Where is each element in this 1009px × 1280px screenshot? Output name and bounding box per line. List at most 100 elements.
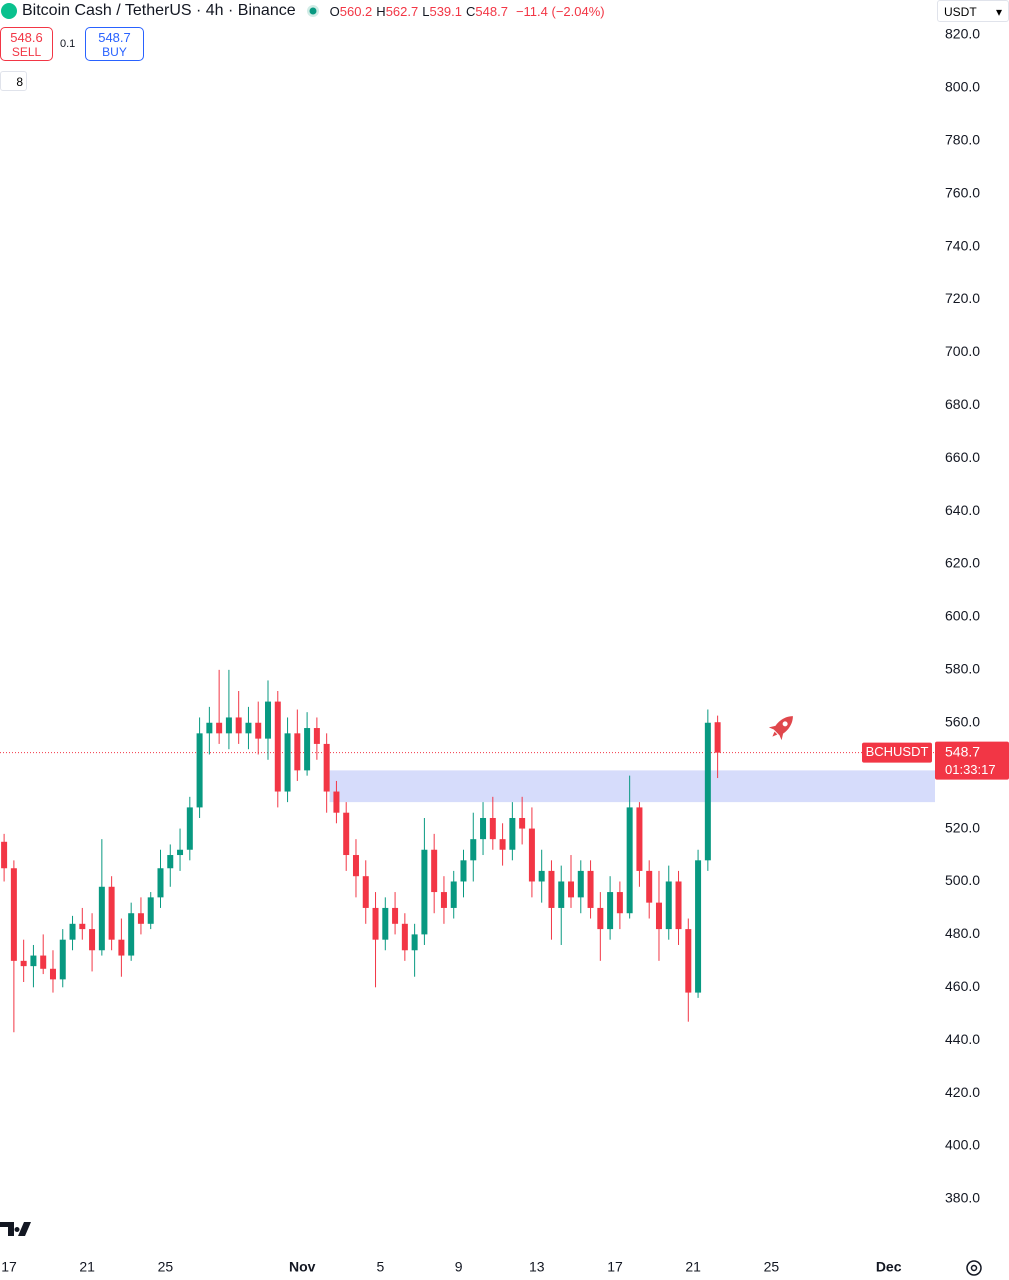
header: Bitcoin Cash / TetherUS · 4h · Binance O… bbox=[0, 0, 605, 22]
candle-body bbox=[704, 722, 711, 861]
candle-body bbox=[284, 733, 291, 792]
y-tick-label: 660.0 bbox=[945, 449, 980, 465]
candle-body bbox=[626, 807, 633, 914]
candle-body bbox=[411, 934, 418, 951]
candle-body bbox=[431, 849, 438, 893]
candle-body bbox=[108, 886, 115, 940]
rocket-body bbox=[773, 716, 793, 736]
ohlc-value: 562.7 bbox=[385, 3, 419, 19]
y-tick-label: 680.0 bbox=[945, 396, 980, 412]
y-tick-label: 820.0 bbox=[945, 26, 980, 42]
candle-body bbox=[470, 839, 477, 861]
candle-body bbox=[714, 722, 721, 753]
x-tick-label: 17 bbox=[607, 1259, 623, 1275]
candle-body bbox=[421, 849, 428, 935]
candle-body bbox=[538, 870, 545, 882]
candle-body bbox=[177, 849, 184, 856]
candle-body bbox=[196, 733, 203, 808]
y-tick-label: 500.0 bbox=[945, 872, 980, 888]
candle-body bbox=[480, 817, 487, 840]
candle-body bbox=[225, 717, 232, 734]
candle-body bbox=[362, 876, 369, 908]
x-tick-label: 21 bbox=[79, 1259, 95, 1275]
ohlc-value: 560.2 bbox=[339, 3, 373, 19]
candle-body bbox=[528, 828, 535, 882]
indicator-toggle[interactable]: 8 bbox=[0, 71, 27, 91]
status-dot bbox=[306, 5, 319, 17]
candle-body bbox=[69, 923, 76, 940]
y-tick-label: 640.0 bbox=[945, 502, 980, 518]
candle-body bbox=[499, 839, 506, 850]
candle-body bbox=[401, 923, 408, 951]
candle-body bbox=[10, 868, 17, 961]
candle-body bbox=[128, 913, 135, 956]
candle-body bbox=[1, 841, 8, 869]
x-tick-label: 25 bbox=[764, 1259, 780, 1275]
rocket-window bbox=[782, 721, 788, 727]
buy-price: 548.7 bbox=[98, 30, 131, 45]
candle-body bbox=[675, 881, 682, 930]
candle-body bbox=[489, 817, 496, 840]
candle-body bbox=[695, 860, 702, 993]
zone bbox=[329, 770, 935, 803]
ohlc-label: L bbox=[422, 3, 430, 19]
candle-body bbox=[137, 913, 144, 924]
candle-body bbox=[343, 812, 350, 856]
y-tick-label: 720.0 bbox=[945, 290, 980, 306]
y-tick-label: 380.0 bbox=[945, 1190, 980, 1206]
candle-body bbox=[636, 807, 643, 871]
candle-body bbox=[206, 722, 213, 734]
candle-body bbox=[216, 722, 223, 734]
candle-body bbox=[167, 855, 174, 869]
y-tick-label: 620.0 bbox=[945, 555, 980, 571]
change: −11.4 (−2.04%) bbox=[515, 3, 605, 19]
settings-icon-center bbox=[970, 1264, 978, 1272]
candle-body bbox=[40, 955, 47, 969]
y-tick-label: 740.0 bbox=[945, 237, 980, 253]
sell-label: SELL bbox=[11, 45, 42, 59]
y-tick-label: 560.0 bbox=[945, 713, 980, 729]
y-tick-label: 800.0 bbox=[945, 79, 980, 95]
candle-body bbox=[294, 733, 301, 771]
sell-price: 548.6 bbox=[10, 30, 43, 45]
x-tick-label: 21 bbox=[685, 1259, 701, 1275]
candle-body bbox=[255, 722, 262, 739]
coin-icon bbox=[1, 3, 17, 19]
buy-label: BUY bbox=[102, 45, 127, 59]
x-tick-label: 9 bbox=[455, 1259, 463, 1275]
ohlc-label: C bbox=[466, 3, 476, 19]
candle-body bbox=[186, 807, 193, 850]
x-tick-label: 5 bbox=[377, 1259, 385, 1275]
settings-icon bbox=[966, 1260, 982, 1276]
candle-body bbox=[30, 955, 37, 967]
x-tick-label: Nov bbox=[289, 1259, 316, 1275]
candle-body bbox=[98, 886, 105, 951]
rocket-icon bbox=[768, 716, 793, 741]
x-tick-label: 17 bbox=[1, 1259, 17, 1275]
candle-body bbox=[20, 960, 27, 967]
candle-body bbox=[323, 743, 330, 792]
sell-button[interactable]: 548.6 SELL bbox=[0, 27, 53, 61]
candle-body bbox=[607, 892, 614, 930]
candle-body bbox=[597, 907, 604, 930]
buy-button[interactable]: 548.7 BUY bbox=[85, 27, 144, 61]
countdown-label: 01:33:17 bbox=[945, 762, 996, 777]
candle-body bbox=[313, 728, 320, 744]
y-tick-label: 520.0 bbox=[945, 819, 980, 835]
candle-body bbox=[235, 717, 242, 734]
symbol-tag bbox=[862, 742, 932, 763]
y-tick-label: 400.0 bbox=[945, 1137, 980, 1153]
currency-select[interactable]: USDT ▾ bbox=[937, 0, 1009, 22]
candle-body bbox=[59, 939, 66, 980]
price-tag bbox=[935, 741, 1009, 780]
x-tick-label: Dec bbox=[876, 1259, 902, 1275]
candle-body bbox=[372, 907, 379, 940]
candle-body bbox=[616, 892, 623, 914]
candle-body bbox=[568, 881, 575, 898]
ohlc: O560.2 H562.7 L539.1 C548.7 bbox=[330, 4, 512, 19]
candle-body bbox=[548, 870, 555, 908]
candle-body bbox=[352, 855, 359, 877]
candle-body bbox=[304, 728, 311, 771]
y-tick-label: 780.0 bbox=[945, 131, 980, 147]
